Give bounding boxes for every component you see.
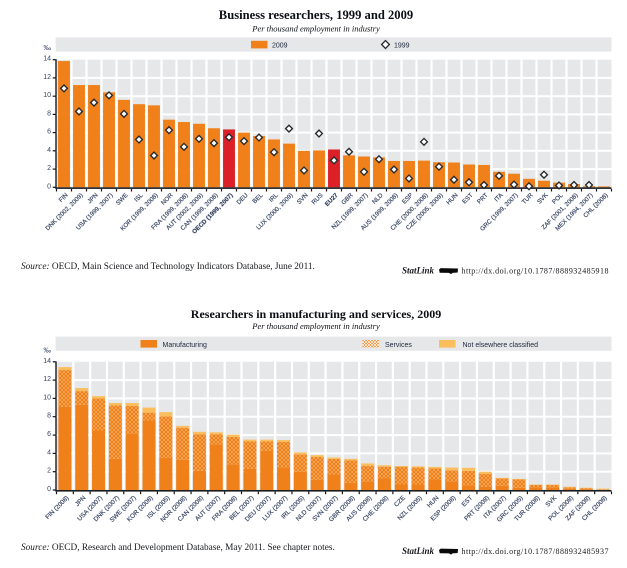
svg-text:2: 2: [47, 468, 51, 475]
svg-text:10: 10: [43, 92, 51, 99]
svg-text:12: 12: [43, 376, 51, 383]
svg-text:Per thousand employment in ind: Per thousand employment in industry: [251, 321, 380, 331]
svg-text:0: 0: [47, 486, 51, 493]
svg-text:2009: 2009: [272, 43, 288, 50]
svg-text:8: 8: [47, 110, 51, 117]
svg-text:Source: OECD, Research and De: Source: OECD, Research and Development D…: [21, 543, 335, 553]
svg-text:12: 12: [43, 74, 51, 81]
svg-text:http://dx.doi.org/10.1787/8889: http://dx.doi.org/10.1787/888932485937: [462, 547, 609, 556]
svg-text:14: 14: [43, 56, 51, 63]
svg-text:8: 8: [47, 413, 51, 420]
svg-text:StatLink: StatLink: [402, 266, 435, 276]
svg-text:Researchers in manufacturing a: Researchers in manufacturing and service…: [191, 307, 441, 321]
svg-text:4: 4: [47, 449, 51, 456]
svg-text:2: 2: [47, 165, 51, 172]
svg-text:Business researchers, 1999 and: Business researchers, 1999 and 2009: [219, 8, 413, 22]
svg-text:1999: 1999: [394, 43, 410, 50]
svg-text:Manufacturing: Manufacturing: [163, 342, 207, 349]
svg-text:http://dx.doi.org/10.1787/8889: http://dx.doi.org/10.1787/888932485918: [462, 267, 609, 276]
svg-text:14: 14: [43, 358, 51, 365]
svg-text:6: 6: [47, 431, 51, 438]
svg-text:Source: OECD, Main Science an: Source: OECD, Main Science and Technolog…: [21, 262, 315, 272]
svg-text:‰: ‰: [44, 43, 52, 52]
svg-text:Per thousand employment in ind: Per thousand employment in industry: [251, 24, 380, 34]
svg-text:‰: ‰: [44, 345, 52, 354]
svg-text:Services: Services: [385, 342, 412, 349]
svg-text:10: 10: [43, 394, 51, 401]
svg-text:6: 6: [47, 129, 51, 136]
svg-text:StatLink: StatLink: [402, 546, 435, 556]
svg-text:0: 0: [47, 183, 51, 190]
svg-text:4: 4: [47, 147, 51, 154]
svg-text:Not elsewhere classified: Not elsewhere classified: [463, 342, 539, 349]
